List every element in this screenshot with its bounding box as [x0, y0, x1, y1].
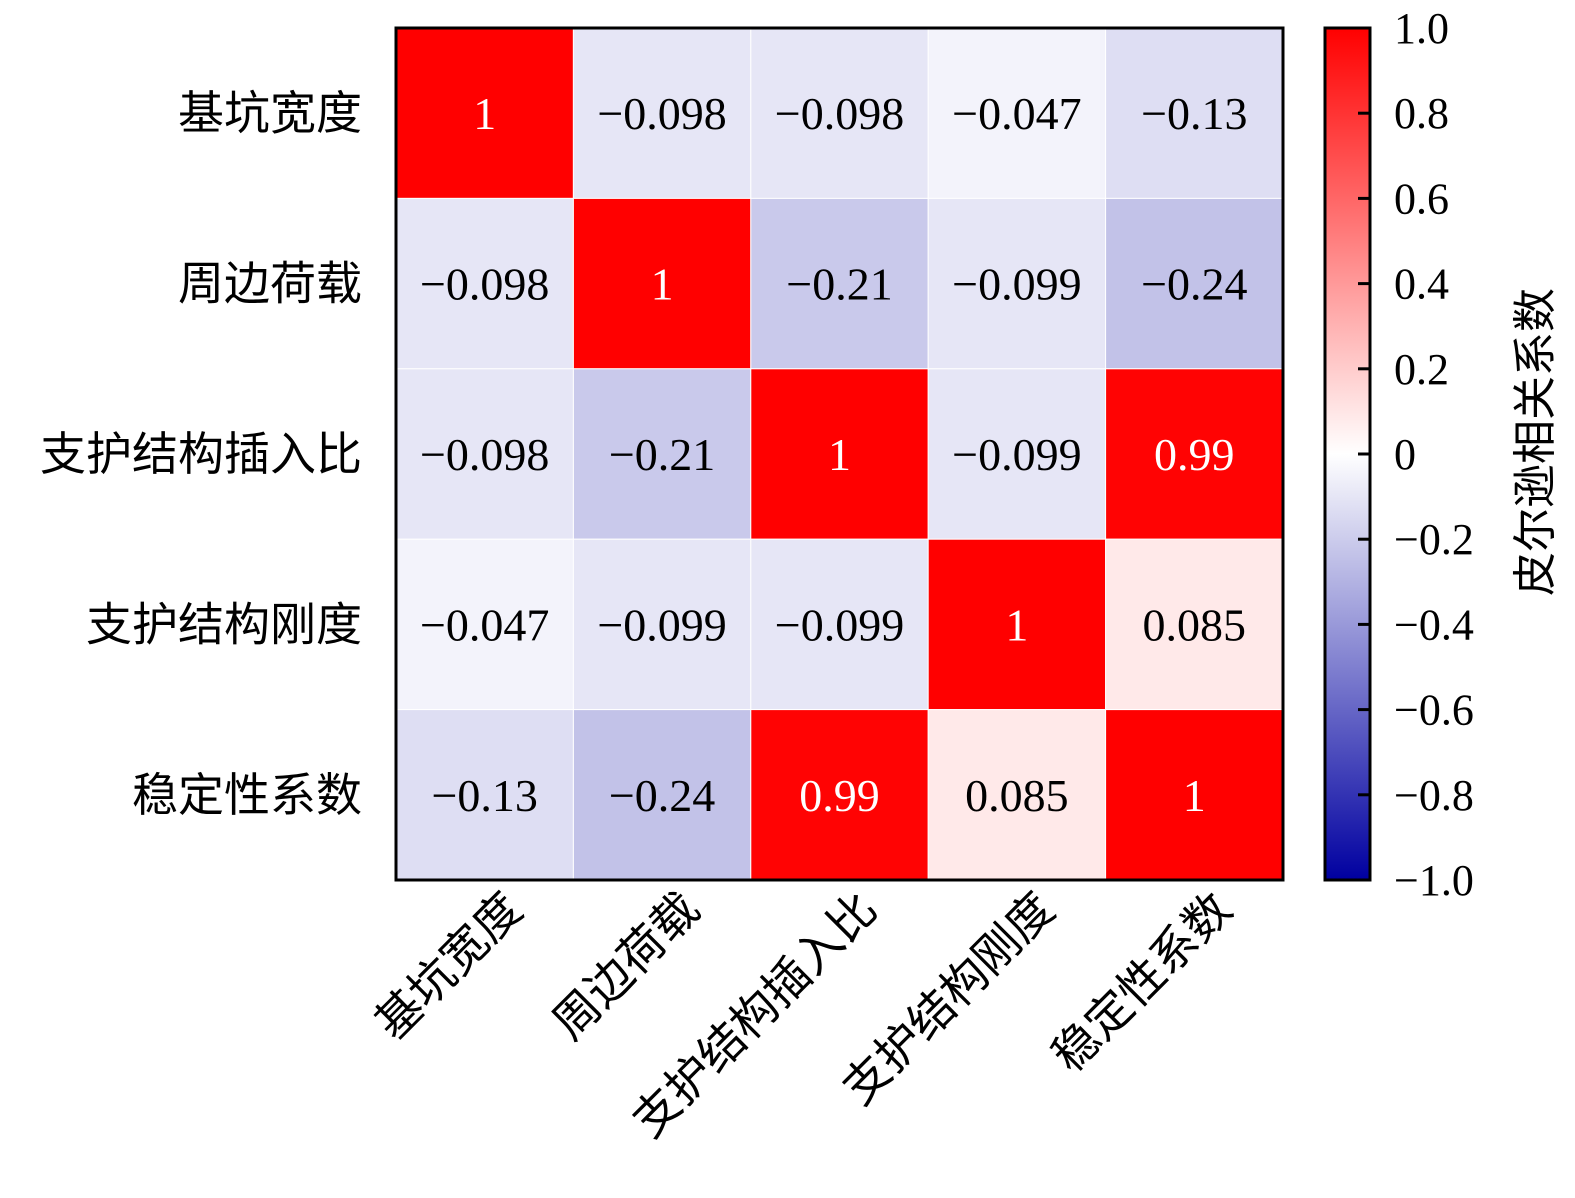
column-label: 稳定性系数: [1043, 883, 1242, 1082]
cell-value-label: −0.21: [609, 429, 715, 480]
plot-frame: [394, 26, 1285, 882]
heatmap-cell: [395, 197, 574, 370]
heatmap-cell: [1105, 538, 1284, 711]
heatmap-cell: [1105, 197, 1284, 370]
cell-value-label: −0.098: [775, 88, 904, 139]
heatmap-cell: [572, 27, 752, 199]
colorbar-tick-label: 0.8: [1394, 89, 1449, 138]
colorbar-tick-label: −0.6: [1394, 686, 1474, 735]
row-label: 支护结构刚度: [86, 599, 362, 650]
cell-value-label: −0.13: [431, 770, 537, 821]
heatmap-cell: [572, 197, 752, 370]
heatmap-cell: [927, 538, 1107, 711]
cell-value-label: −0.21: [786, 259, 892, 310]
heatmap-cell: [750, 197, 929, 370]
cell-value-label: −0.24: [609, 770, 715, 821]
cell-value-label: −0.098: [597, 88, 726, 139]
heatmap-cell: [572, 538, 752, 711]
colorbar-label: 皮尔逊相关系数: [1511, 288, 1560, 596]
heatmap-cell: [1105, 27, 1284, 199]
heatmap-cell: [1105, 368, 1284, 540]
cell-value-label: −0.24: [1141, 259, 1247, 310]
cell-value-label: 1: [1183, 770, 1206, 821]
row-label: 支护结构插入比: [40, 429, 362, 480]
colorbar-tick-label: −0.2: [1394, 515, 1474, 564]
heatmap-cell: [572, 709, 752, 881]
cell-value-label: 1: [651, 259, 674, 310]
heatmap-cell: [927, 368, 1107, 540]
cell-value-label: −0.099: [597, 599, 726, 650]
colorbar-tick-label: 0.6: [1394, 174, 1449, 223]
colorbar-tick-label: 1.0: [1394, 4, 1449, 53]
cell-value-label: −0.047: [952, 88, 1081, 139]
cell-value-label: −0.099: [952, 259, 1081, 310]
cell-value-label: 0.99: [799, 770, 880, 821]
colorbar-ticks: 1.0 0.8 0.6 0.4 0.2 0 −0.2 −0.4 −0.6 −0.8 −1.0: [1358, 4, 1474, 905]
cell-value-label: 0.085: [965, 770, 1069, 821]
cell-value-label: 0.085: [1143, 599, 1247, 650]
heatmap-cells: 1 −0.098 −0.098 −0.047 −0.13 −0.098 1 −0.21 −0.0…: [395, 27, 1284, 881]
colorbar-tick-label: −0.4: [1394, 600, 1474, 649]
row-label: 稳定性系数: [132, 770, 362, 821]
cell-value-label: 0.99: [1154, 429, 1235, 480]
heatmap-cell: [1105, 709, 1284, 881]
heatmap-cell: [395, 709, 574, 881]
column-label: 基坑宽度: [366, 883, 532, 1049]
row-label: 周边荷载: [178, 259, 362, 310]
heatmap-cell: [750, 709, 929, 881]
cell-value-label: −0.099: [952, 429, 1081, 480]
heatmap-cell: [927, 27, 1107, 199]
cell-value-label: −0.098: [420, 429, 549, 480]
column-label: 周边荷载: [543, 883, 709, 1049]
row-label: 基坑宽度: [178, 88, 362, 139]
heatmap-cell: [395, 27, 574, 199]
cell-value-label: 1: [1005, 599, 1028, 650]
cell-value-label: 1: [473, 88, 496, 139]
cell-value-label: −0.098: [420, 259, 549, 310]
heatmap-cell: [572, 368, 752, 540]
colorbar-tick-label: 0.4: [1394, 260, 1449, 309]
cell-value-label: −0.099: [775, 599, 904, 650]
colorbar-tick-label: −1.0: [1394, 856, 1474, 905]
colorbar-tick-label: −0.8: [1394, 771, 1474, 820]
cell-value-label: −0.047: [420, 599, 549, 650]
colorbar-tick-label: 0: [1394, 430, 1416, 479]
colorbar-tick-label: 0.2: [1394, 345, 1449, 394]
cell-value-label: −0.13: [1141, 88, 1247, 139]
cell-value-label: 1: [828, 429, 851, 480]
heatmap-cell: [750, 368, 929, 540]
heatmap-cell: [750, 538, 929, 711]
